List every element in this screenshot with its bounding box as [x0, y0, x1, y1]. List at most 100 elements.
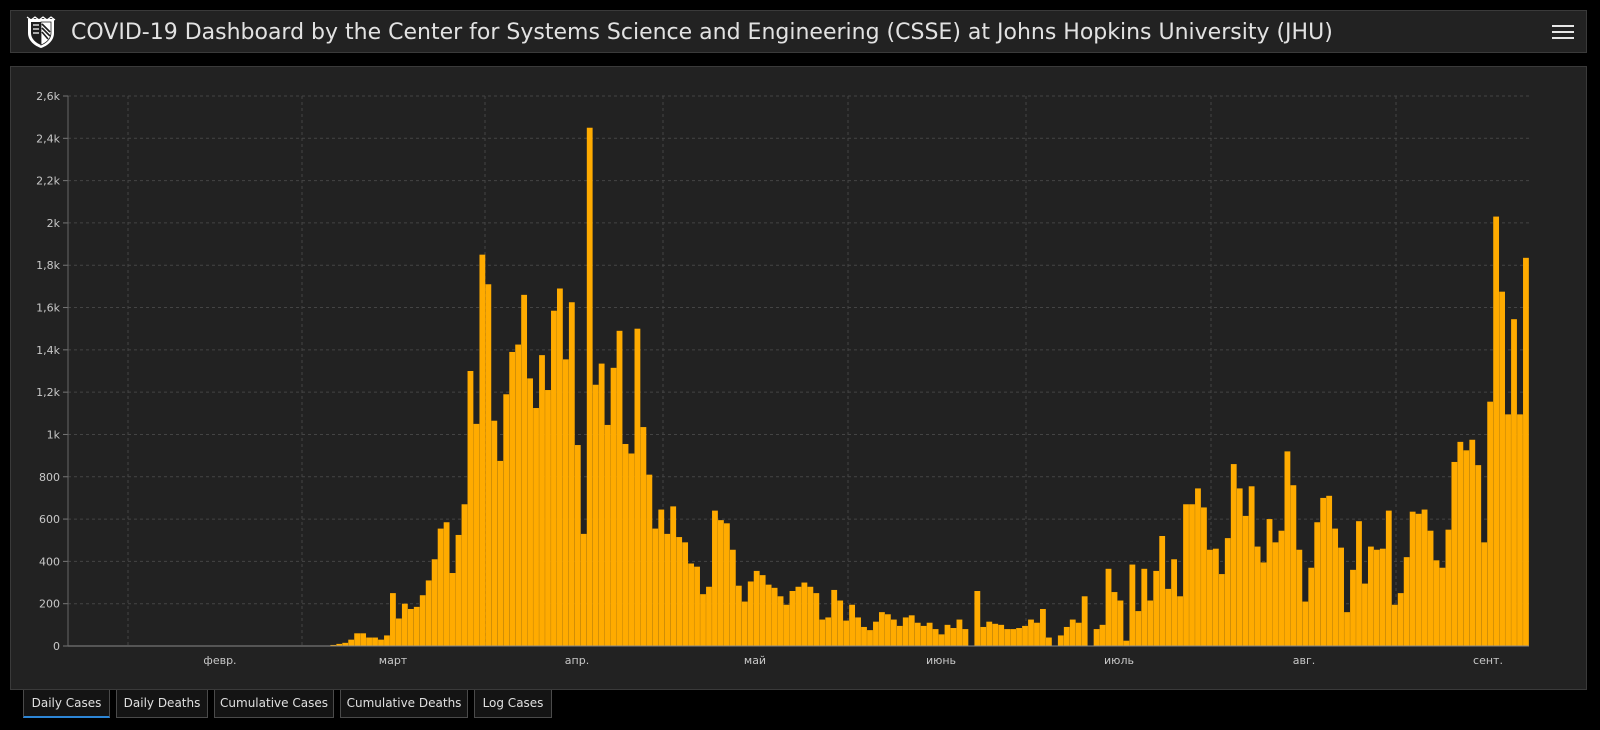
bar [1457, 441, 1464, 646]
bar [1403, 557, 1410, 646]
bar [908, 615, 915, 646]
bar [1511, 319, 1517, 646]
bar [431, 559, 438, 646]
bar [932, 629, 939, 646]
bar [1475, 465, 1482, 646]
bar [354, 633, 361, 646]
bar [342, 642, 349, 646]
bar [527, 378, 533, 646]
bar [1075, 622, 1082, 646]
bar [712, 510, 718, 646]
bar [1314, 522, 1321, 646]
bar [592, 384, 599, 646]
bar [1099, 624, 1106, 646]
y-tick-label: 1,4k [36, 344, 60, 357]
bar [1195, 488, 1201, 646]
tab-cumulative-cases[interactable]: Cumulative Cases [214, 690, 334, 718]
bar [717, 520, 724, 646]
bar [1093, 629, 1100, 646]
y-tick-label: 2,2k [36, 175, 60, 188]
bar [896, 625, 903, 646]
bar [1147, 600, 1154, 646]
bar-chart-svg: 0 200 400 600 800 1k 1,2k 1,4k 1,6k 1,8k 2k 2,2k 2,4… [36, 90, 1529, 667]
y-tick-label: 1,8k [36, 259, 60, 272]
tab-daily-cases[interactable]: Daily Cases [23, 690, 110, 718]
y-tick-label: 2,6k [36, 90, 60, 103]
bar [890, 619, 897, 646]
bar [777, 596, 784, 646]
hamburger-menu-icon[interactable] [1552, 21, 1574, 43]
bar [789, 591, 796, 646]
bar [395, 618, 402, 646]
bar [1373, 549, 1380, 646]
bar [1010, 629, 1017, 646]
tab-cumulative-deaths[interactable]: Cumulative Deaths [340, 690, 468, 718]
bar [1469, 439, 1476, 646]
bar [1045, 637, 1052, 646]
y-tick-label: 2,4k [36, 132, 60, 145]
bar [1135, 611, 1142, 646]
bar [783, 604, 790, 646]
bar [533, 408, 539, 646]
bar [664, 533, 671, 646]
bar [1338, 547, 1344, 646]
bar [855, 617, 861, 646]
tab-daily-deaths[interactable]: Daily Deaths [116, 690, 208, 718]
bar [634, 328, 641, 646]
bar [580, 533, 587, 646]
bar [873, 621, 879, 646]
bar [1266, 519, 1273, 646]
bar [473, 423, 480, 646]
y-tick-label: 400 [39, 555, 60, 568]
bar [610, 367, 617, 646]
bar [700, 594, 706, 646]
y-tick-label: 800 [39, 471, 60, 484]
bar [956, 619, 963, 646]
bar [771, 587, 778, 646]
bar [1332, 528, 1339, 646]
x-month-label: февр. [203, 654, 236, 667]
bar [1004, 629, 1011, 646]
bar [1379, 548, 1386, 646]
bar [1057, 635, 1064, 646]
x-month-label: май [744, 654, 766, 667]
bar [1433, 560, 1440, 646]
bar [485, 284, 492, 646]
bar [568, 302, 575, 646]
bar [443, 522, 450, 646]
bar [1212, 548, 1219, 646]
y-tick-label: 200 [39, 598, 60, 611]
bar [884, 614, 891, 646]
bar [1308, 567, 1315, 646]
bar [1302, 601, 1309, 646]
bar [998, 624, 1005, 646]
bar [413, 606, 420, 646]
bar [1206, 549, 1213, 646]
bar [1427, 530, 1434, 646]
bar [706, 586, 712, 646]
bar [992, 623, 999, 646]
tab-log-cases[interactable]: Log Cases [474, 690, 552, 718]
bar [843, 620, 850, 646]
bar [1040, 608, 1046, 646]
bar [515, 344, 522, 646]
bar [1123, 640, 1130, 646]
bar [1367, 546, 1374, 646]
bar [944, 624, 951, 646]
bar [1171, 559, 1178, 646]
bar [521, 294, 528, 646]
bar [1451, 461, 1458, 646]
y-tick-label: 1,2k [36, 386, 60, 399]
bar [926, 622, 933, 646]
bar [372, 637, 378, 646]
bar [1445, 529, 1452, 646]
bar [348, 639, 355, 646]
bar [676, 537, 683, 646]
bar [336, 643, 343, 646]
bar [801, 582, 808, 646]
bar [807, 586, 814, 646]
bar [1493, 216, 1500, 647]
x-month-label: июль [1104, 654, 1134, 667]
bar [1129, 564, 1136, 646]
bar [1069, 619, 1076, 646]
